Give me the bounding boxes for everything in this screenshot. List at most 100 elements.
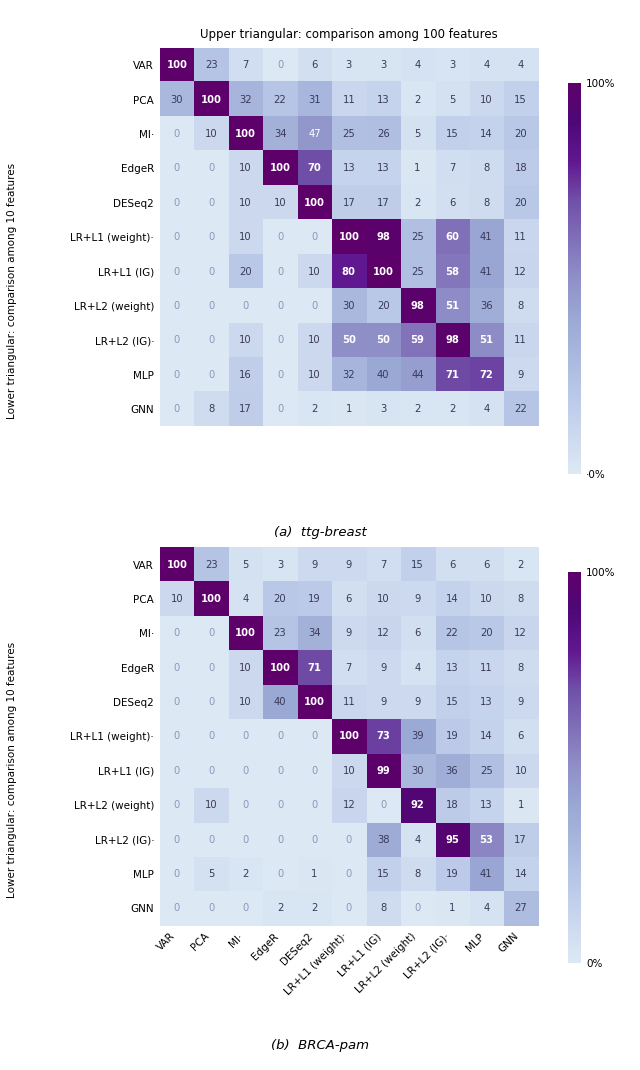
Text: 10: 10: [239, 697, 252, 707]
Text: 0: 0: [243, 835, 249, 844]
Text: 0: 0: [208, 697, 214, 707]
Text: 0: 0: [311, 232, 317, 242]
Text: 0: 0: [208, 232, 214, 242]
Text: 0: 0: [174, 903, 180, 914]
Text: 8: 8: [518, 662, 524, 673]
Text: 0: 0: [277, 404, 283, 414]
Text: 41: 41: [480, 232, 493, 242]
Text: 0: 0: [277, 732, 283, 742]
Text: 25: 25: [411, 232, 424, 242]
Text: 10: 10: [274, 198, 286, 208]
Text: 2: 2: [311, 903, 317, 914]
Text: 0: 0: [311, 766, 317, 776]
Text: 36: 36: [480, 301, 493, 311]
Text: 3: 3: [277, 560, 283, 569]
Text: 13: 13: [342, 164, 355, 173]
Text: 16: 16: [239, 370, 252, 380]
Text: 4: 4: [483, 903, 490, 914]
Text: 5: 5: [243, 560, 249, 569]
Text: 0: 0: [208, 766, 214, 776]
Text: 1: 1: [449, 903, 455, 914]
Text: 4: 4: [483, 60, 490, 71]
Text: 50: 50: [342, 335, 356, 346]
Text: 50: 50: [376, 335, 390, 346]
Text: 0: 0: [277, 869, 283, 878]
Text: 6: 6: [518, 732, 524, 742]
Text: 10: 10: [308, 335, 321, 346]
Text: 41: 41: [480, 266, 493, 277]
Text: 6: 6: [414, 628, 420, 639]
Text: 3: 3: [346, 60, 352, 71]
Text: 71: 71: [445, 370, 459, 380]
Text: 32: 32: [239, 95, 252, 105]
Text: 18: 18: [445, 800, 458, 810]
Text: (b)  BRCA-pam: (b) BRCA-pam: [271, 1039, 369, 1052]
Text: 13: 13: [480, 800, 493, 810]
Text: 0: 0: [208, 164, 214, 173]
Text: 11: 11: [342, 95, 355, 105]
Text: 20: 20: [515, 129, 527, 139]
Text: 10: 10: [205, 129, 218, 139]
Text: 0: 0: [208, 266, 214, 277]
Text: 0: 0: [380, 800, 387, 810]
Text: 47: 47: [308, 129, 321, 139]
Text: 8: 8: [518, 594, 524, 603]
Text: 100: 100: [166, 560, 188, 569]
Text: 4: 4: [483, 404, 490, 414]
Text: 0: 0: [208, 628, 214, 639]
Text: 7: 7: [380, 560, 387, 569]
Text: 7: 7: [346, 662, 352, 673]
Text: 13: 13: [377, 164, 390, 173]
Text: Lower triangular: comparison among 10 features: Lower triangular: comparison among 10 fe…: [6, 642, 17, 899]
Text: 8: 8: [483, 164, 490, 173]
Text: 0: 0: [277, 335, 283, 346]
Text: 71: 71: [307, 662, 321, 673]
Text: 72: 72: [479, 370, 493, 380]
Text: 2: 2: [449, 404, 455, 414]
Text: 0: 0: [174, 232, 180, 242]
Text: 8: 8: [380, 903, 387, 914]
Text: 2: 2: [414, 404, 420, 414]
Text: 30: 30: [171, 95, 183, 105]
Text: 92: 92: [411, 800, 424, 810]
Text: 0: 0: [277, 232, 283, 242]
Text: 9: 9: [380, 697, 387, 707]
Text: 11: 11: [515, 335, 527, 346]
Text: 0: 0: [243, 766, 249, 776]
Text: 27: 27: [515, 903, 527, 914]
Text: 17: 17: [515, 835, 527, 844]
Text: 58: 58: [445, 266, 459, 277]
Text: 2: 2: [414, 198, 420, 208]
Text: 6: 6: [449, 560, 455, 569]
Text: 13: 13: [445, 662, 458, 673]
Text: Lower triangular: comparison among 10 features: Lower triangular: comparison among 10 fe…: [6, 163, 17, 419]
Text: 14: 14: [480, 732, 493, 742]
Text: 100: 100: [339, 732, 359, 742]
Text: 9: 9: [518, 697, 524, 707]
Text: 0: 0: [311, 835, 317, 844]
Text: 0: 0: [243, 732, 249, 742]
Text: 25: 25: [342, 129, 355, 139]
Text: 0: 0: [174, 164, 180, 173]
Text: 6: 6: [311, 60, 317, 71]
Text: 0: 0: [243, 800, 249, 810]
Text: 39: 39: [412, 732, 424, 742]
Text: 100: 100: [304, 198, 325, 208]
Text: 36: 36: [445, 766, 458, 776]
Text: 1: 1: [518, 800, 524, 810]
Text: 0: 0: [208, 301, 214, 311]
Text: 20: 20: [480, 628, 493, 639]
Text: 0: 0: [174, 404, 180, 414]
Text: 12: 12: [377, 628, 390, 639]
Text: 100: 100: [269, 164, 291, 173]
Text: 22: 22: [445, 628, 458, 639]
Text: 10: 10: [308, 266, 321, 277]
Text: 0: 0: [174, 129, 180, 139]
Text: 19: 19: [308, 594, 321, 603]
Text: 2: 2: [311, 404, 317, 414]
Text: 53: 53: [479, 835, 493, 844]
Text: 4: 4: [415, 835, 420, 844]
Text: 100: 100: [304, 697, 325, 707]
Text: 25: 25: [480, 766, 493, 776]
Text: 5: 5: [449, 95, 455, 105]
